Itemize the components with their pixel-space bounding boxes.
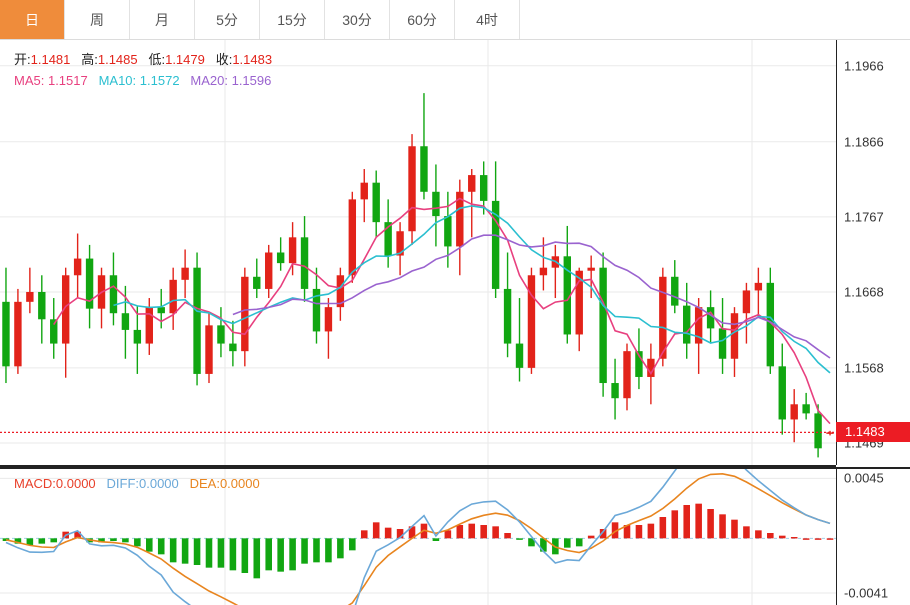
price-tick: 1.1568 <box>844 360 884 376</box>
tab-label: 15分 <box>277 11 307 28</box>
tab-label: 60分 <box>407 11 437 28</box>
tab-month[interactable]: 月 <box>130 0 195 39</box>
tabbar-spacer <box>520 0 910 39</box>
price-tick: 1.1668 <box>844 284 884 300</box>
timeframe-tabbar: 日 周 月 5分 15分 30分 60分 4时 <box>0 0 910 40</box>
macd-plot <box>0 469 836 605</box>
tab-15min[interactable]: 15分 <box>260 0 325 39</box>
tab-label: 日 <box>25 11 39 28</box>
tab-week[interactable]: 周 <box>65 0 130 39</box>
tab-label: 周 <box>90 11 104 28</box>
tab-label: 30分 <box>342 11 372 28</box>
price-chart-panel[interactable]: 1.1966 1.1866 1.1767 1.1668 1.1568 1.1469 1.1… <box>0 40 910 465</box>
current-price-badge: 1.1483 <box>836 422 910 443</box>
tab-label: 4时 <box>476 11 498 28</box>
tab-day[interactable]: 日 <box>0 0 65 39</box>
macd-tick: 0.0045 <box>844 470 884 486</box>
price-axis-line <box>836 40 837 465</box>
tab-label: 5分 <box>216 11 238 28</box>
tab-label: 月 <box>155 11 169 28</box>
macd-axis-line <box>836 469 837 605</box>
macd-chart-panel[interactable]: 0.0045 -0.0041 <box>0 467 910 605</box>
macd-tick: -0.0041 <box>844 585 889 601</box>
tab-30min[interactable]: 30分 <box>325 0 390 39</box>
tab-4hour[interactable]: 4时 <box>455 0 520 39</box>
tab-5min[interactable]: 5分 <box>195 0 260 39</box>
price-tick: 1.1767 <box>844 209 884 225</box>
macd-axis: 0.0045 -0.0041 <box>836 469 910 605</box>
price-axis: 1.1966 1.1866 1.1767 1.1668 1.1568 1.1469 1.1… <box>836 40 910 465</box>
panel-divider <box>0 465 836 467</box>
price-tick: 1.1966 <box>844 58 884 74</box>
tab-60min[interactable]: 60分 <box>390 0 455 39</box>
candlestick-plot <box>0 40 836 465</box>
price-tick: 1.1866 <box>844 134 884 150</box>
